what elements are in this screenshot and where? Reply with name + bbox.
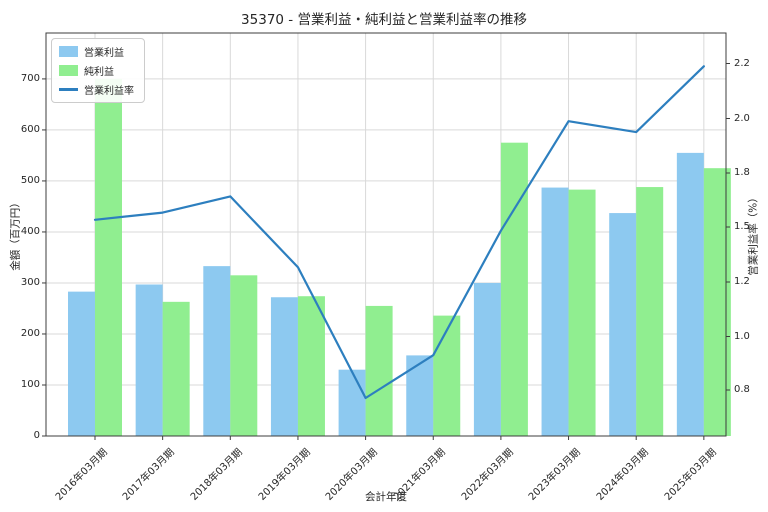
- legend-item-operating-margin: 営業利益率: [59, 82, 134, 97]
- right-axis-tick-label: 1.5: [734, 221, 750, 232]
- axis-tick-marks: [42, 63, 730, 440]
- left-axis-tick-label: 600: [20, 123, 40, 135]
- line-series: [93, 65, 705, 400]
- right-axis-tick-label: 1.2: [734, 276, 750, 287]
- legend: 営業利益 純利益 営業利益率: [51, 38, 145, 103]
- right-axis-tick-label: 0.8: [734, 384, 750, 395]
- right-axis-tick-label: 1.0: [734, 330, 750, 342]
- left-axis-tick-label: 100: [20, 378, 40, 390]
- legend-swatch-operating-margin: [59, 88, 78, 91]
- x-axis-label: 会計年度: [365, 491, 407, 503]
- chart-title: 35370 - 営業利益・純利益と営業利益率の推移: [241, 12, 527, 28]
- y-axis-label-right: 営業利益率（%）: [747, 192, 760, 276]
- legend-item-operating-profit: 営業利益: [59, 44, 134, 59]
- legend-label-operating-margin: 営業利益率: [84, 86, 134, 97]
- left-axis-tick-label: 300: [20, 276, 40, 288]
- right-axis-tick-label: 2.2: [734, 57, 750, 69]
- bar-series: [68, 78, 731, 437]
- legend-label-operating-profit: 営業利益: [84, 48, 124, 59]
- legend-swatch-net-profit: [59, 65, 78, 76]
- legend-item-net-profit: 純利益: [59, 63, 134, 78]
- left-axis-tick-label: 500: [20, 174, 40, 186]
- left-axis-tick-label: 700: [20, 72, 40, 84]
- left-axis-tick-label: 200: [20, 327, 40, 339]
- right-axis-tick-label: 1.8: [734, 167, 750, 178]
- left-axis-tick-label: 400: [20, 225, 40, 237]
- y-axis-label-left: 金額（百万円）: [9, 197, 22, 271]
- legend-label-net-profit: 純利益: [84, 67, 114, 78]
- legend-swatch-operating-profit: [59, 46, 78, 57]
- left-axis-tick-label: 0: [33, 430, 40, 441]
- plot-border: [45, 32, 727, 437]
- right-axis-tick-label: 2.0: [734, 112, 750, 124]
